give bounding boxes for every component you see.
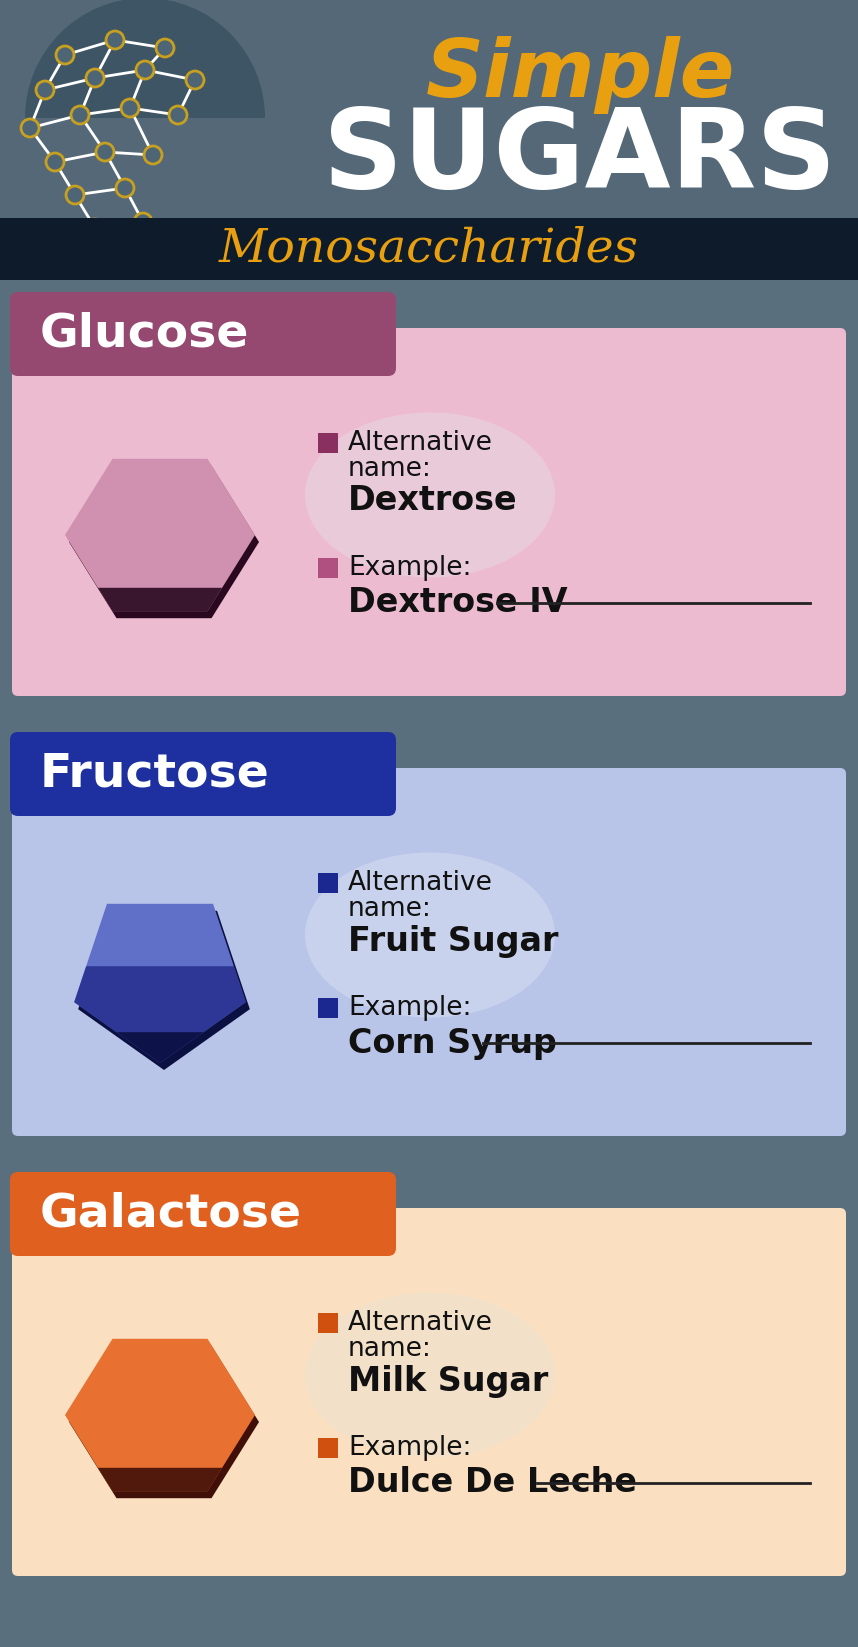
Polygon shape bbox=[74, 967, 246, 1062]
Circle shape bbox=[66, 186, 84, 204]
Bar bbox=[318, 873, 338, 893]
Polygon shape bbox=[98, 588, 222, 611]
Bar bbox=[318, 433, 338, 453]
Polygon shape bbox=[74, 904, 246, 1062]
Circle shape bbox=[144, 147, 162, 165]
Text: Milk Sugar: Milk Sugar bbox=[348, 1364, 548, 1398]
Circle shape bbox=[116, 180, 134, 198]
FancyBboxPatch shape bbox=[10, 1173, 396, 1257]
Text: Example:: Example: bbox=[348, 555, 472, 581]
Text: name:: name: bbox=[348, 896, 432, 922]
Text: Fructose: Fructose bbox=[40, 751, 269, 797]
Text: Glucose: Glucose bbox=[40, 311, 250, 356]
Ellipse shape bbox=[305, 1293, 555, 1458]
Bar bbox=[318, 1313, 338, 1332]
Circle shape bbox=[56, 46, 74, 64]
Circle shape bbox=[21, 119, 39, 137]
Text: Monosaccharides: Monosaccharides bbox=[219, 226, 639, 272]
Bar bbox=[0, 280, 858, 1647]
Circle shape bbox=[71, 105, 89, 124]
Bar bbox=[318, 1438, 338, 1458]
Text: Dextrose IV: Dextrose IV bbox=[348, 586, 568, 619]
Text: Corn Syrup: Corn Syrup bbox=[348, 1026, 557, 1059]
Ellipse shape bbox=[305, 853, 555, 1018]
Circle shape bbox=[86, 69, 104, 87]
Text: Alternative: Alternative bbox=[348, 870, 492, 896]
Polygon shape bbox=[65, 460, 255, 611]
Text: SUGARS: SUGARS bbox=[323, 104, 837, 211]
Ellipse shape bbox=[305, 412, 555, 578]
FancyBboxPatch shape bbox=[10, 292, 396, 376]
Text: Example:: Example: bbox=[348, 1435, 472, 1461]
Polygon shape bbox=[69, 466, 259, 618]
Text: name:: name: bbox=[348, 1336, 432, 1362]
Polygon shape bbox=[78, 911, 250, 1071]
Circle shape bbox=[36, 81, 54, 99]
Text: Example:: Example: bbox=[348, 995, 472, 1021]
Circle shape bbox=[96, 143, 114, 161]
Polygon shape bbox=[65, 1339, 255, 1491]
Circle shape bbox=[106, 31, 124, 49]
FancyBboxPatch shape bbox=[12, 328, 846, 697]
Circle shape bbox=[86, 219, 104, 237]
Polygon shape bbox=[98, 1467, 222, 1491]
Bar bbox=[318, 998, 338, 1018]
FancyBboxPatch shape bbox=[12, 1207, 846, 1576]
Text: Dulce De Leche: Dulce De Leche bbox=[348, 1466, 637, 1499]
Text: Galactose: Galactose bbox=[40, 1191, 302, 1237]
FancyBboxPatch shape bbox=[10, 731, 396, 815]
Wedge shape bbox=[25, 0, 265, 119]
Circle shape bbox=[121, 99, 139, 117]
Circle shape bbox=[156, 40, 174, 58]
Text: Dextrose: Dextrose bbox=[348, 484, 517, 517]
Text: Alternative: Alternative bbox=[348, 430, 492, 456]
Circle shape bbox=[134, 212, 152, 231]
Text: Simple: Simple bbox=[426, 36, 734, 114]
Bar bbox=[0, 217, 858, 280]
Circle shape bbox=[186, 71, 204, 89]
Circle shape bbox=[136, 61, 154, 79]
Text: Alternative: Alternative bbox=[348, 1309, 492, 1336]
Circle shape bbox=[46, 153, 64, 171]
Bar bbox=[318, 558, 338, 578]
Bar bbox=[0, 0, 858, 217]
Polygon shape bbox=[117, 1033, 203, 1062]
Polygon shape bbox=[69, 1346, 259, 1499]
Text: name:: name: bbox=[348, 456, 432, 483]
FancyBboxPatch shape bbox=[0, 0, 858, 221]
Circle shape bbox=[169, 105, 187, 124]
Text: Fruit Sugar: Fruit Sugar bbox=[348, 924, 559, 957]
FancyBboxPatch shape bbox=[12, 768, 846, 1136]
